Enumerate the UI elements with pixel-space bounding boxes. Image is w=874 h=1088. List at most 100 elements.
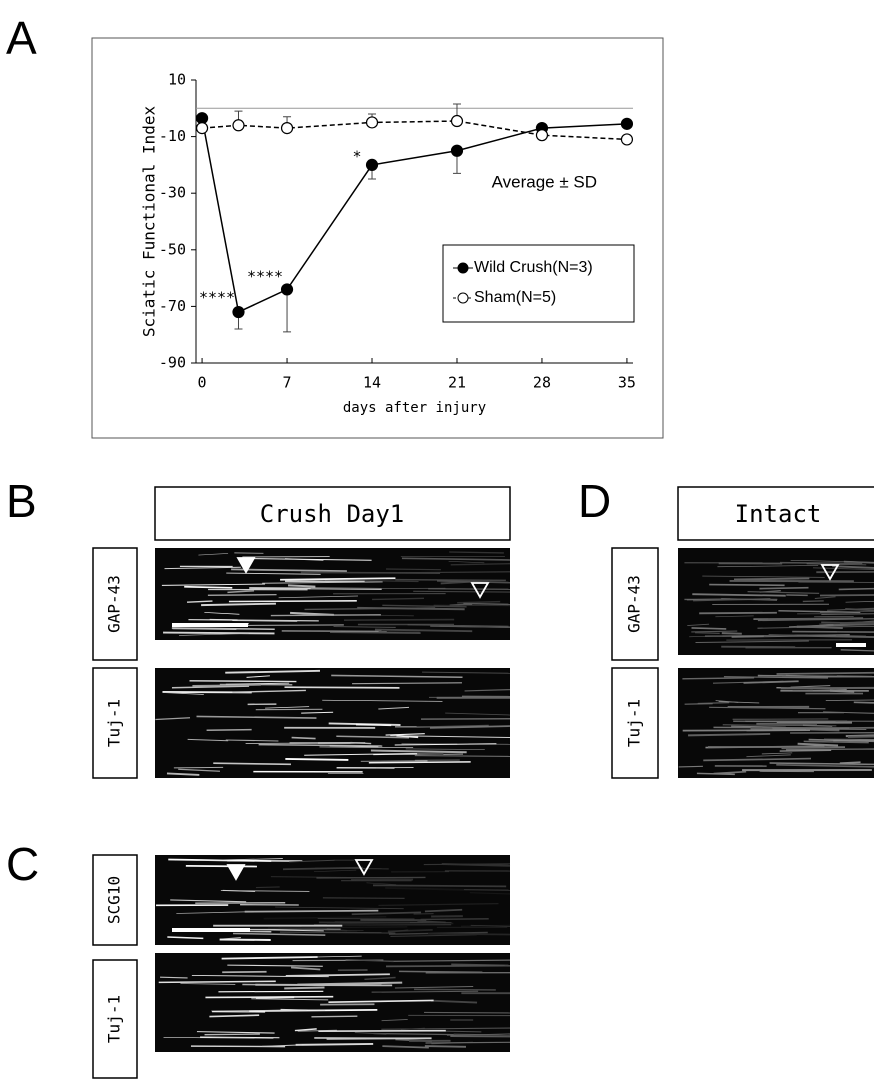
fiber	[796, 625, 843, 630]
fiber	[436, 579, 511, 584]
fiber	[721, 597, 778, 601]
fiber	[802, 600, 824, 603]
fiber	[290, 966, 321, 971]
fiber	[453, 1033, 511, 1037]
row-label-box	[92, 667, 138, 779]
fiber	[322, 897, 405, 900]
fiber	[291, 736, 316, 740]
fiber	[464, 689, 511, 692]
fiber	[400, 1027, 425, 1031]
fiber	[446, 1033, 511, 1036]
chart: 10 -10 -30 -50 -70 -90 0 7 14 21 28 35 days after in…	[140, 71, 636, 417]
fiber	[195, 858, 283, 861]
fiber	[692, 593, 786, 597]
fiber	[424, 908, 463, 913]
fiber	[395, 578, 506, 582]
fiber	[790, 685, 831, 688]
fiber	[448, 560, 485, 564]
series-line	[202, 120, 627, 141]
fiber	[352, 682, 462, 685]
fiber	[382, 1045, 429, 1049]
fiber	[772, 728, 867, 730]
fiber	[449, 551, 504, 554]
fiber	[722, 724, 837, 727]
fiber	[370, 749, 467, 754]
fiber	[263, 915, 387, 920]
fiber	[693, 598, 771, 602]
fiber	[198, 553, 229, 556]
fiber	[389, 959, 511, 962]
fiber	[184, 585, 233, 589]
fiber	[695, 640, 809, 644]
fiber	[767, 617, 864, 621]
fiber	[225, 682, 290, 685]
fiber	[845, 608, 874, 612]
fiber	[829, 689, 855, 693]
fiber	[173, 766, 224, 769]
fiber	[776, 764, 874, 768]
marker	[450, 144, 464, 157]
fiber	[769, 762, 874, 766]
fiber	[160, 976, 188, 979]
arrowhead	[470, 582, 490, 599]
fiber	[414, 988, 496, 991]
fiber	[221, 956, 318, 960]
marker	[232, 119, 245, 132]
fiber	[179, 633, 249, 636]
fiber	[238, 557, 372, 561]
fiber	[687, 623, 710, 626]
fiber	[788, 624, 834, 628]
row-label-box	[92, 959, 138, 1079]
fiber	[833, 739, 874, 742]
fiber	[284, 686, 400, 689]
marker	[450, 114, 464, 128]
fiber	[366, 882, 397, 885]
legend-box	[442, 244, 635, 323]
fiber	[430, 625, 511, 628]
y-tick-label: -70	[159, 297, 186, 315]
fiber	[414, 755, 511, 757]
fiber	[721, 632, 742, 635]
fiber	[374, 628, 473, 633]
fiber	[196, 1031, 275, 1034]
fiber	[301, 711, 334, 714]
fiber	[371, 990, 479, 993]
fiber	[825, 699, 874, 701]
fiber	[761, 752, 793, 755]
fiber	[226, 572, 321, 575]
fiber	[178, 768, 220, 772]
fiber	[166, 772, 200, 776]
arrowhead	[820, 564, 840, 581]
fiber	[163, 631, 275, 635]
fiber	[385, 568, 441, 571]
fiber	[381, 1019, 408, 1022]
fiber	[231, 568, 347, 572]
fiber	[344, 618, 455, 621]
annotation: *	[352, 148, 361, 166]
fiber	[689, 635, 723, 638]
x-tick-label: 35	[618, 374, 636, 392]
row-label-box	[92, 547, 138, 661]
row-label: GAP-43	[105, 575, 124, 633]
fiber	[228, 600, 357, 603]
fiber	[718, 701, 760, 704]
legend-marker	[457, 292, 469, 304]
fiber	[312, 955, 362, 958]
row-label: Tuj-1	[105, 995, 124, 1043]
fiber	[350, 741, 372, 745]
row-label: GAP-43	[625, 575, 644, 633]
fiber	[838, 587, 874, 591]
fiber	[781, 748, 874, 750]
fiber	[275, 906, 404, 910]
fiber	[265, 706, 310, 709]
fiber	[845, 600, 874, 603]
fiber	[267, 926, 302, 929]
fiber	[300, 571, 441, 574]
fiber	[192, 684, 261, 687]
fiber	[351, 911, 422, 916]
fiber	[396, 734, 419, 739]
fiber	[790, 560, 874, 563]
fiber	[469, 892, 511, 895]
fiber	[678, 765, 703, 768]
